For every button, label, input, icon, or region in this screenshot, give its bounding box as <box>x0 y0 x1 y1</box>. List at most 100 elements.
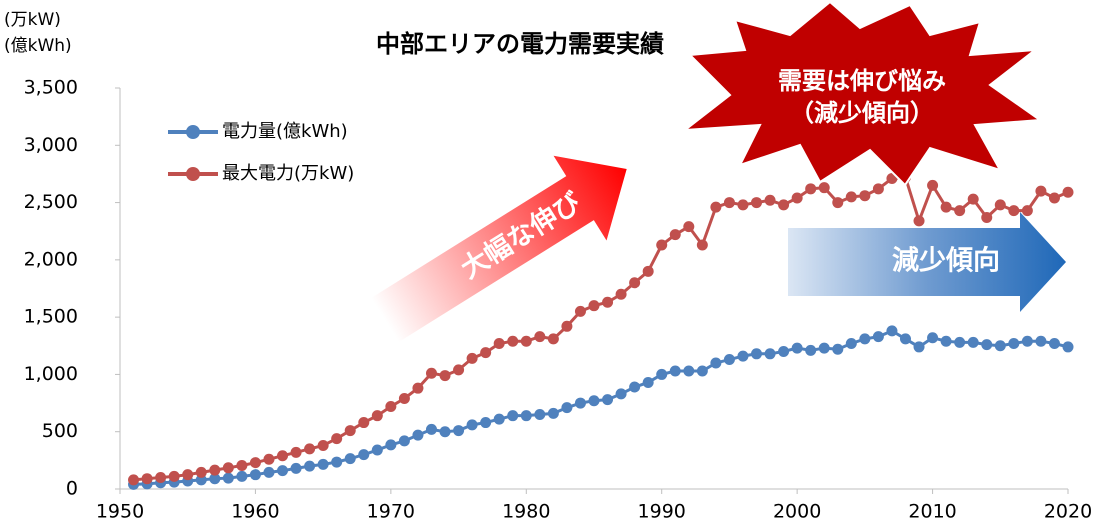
point <box>344 425 356 437</box>
point <box>778 346 790 358</box>
point <box>764 194 776 206</box>
point <box>304 460 316 472</box>
point <box>751 348 763 360</box>
point <box>872 331 884 343</box>
point <box>371 410 383 422</box>
point <box>480 347 492 359</box>
point <box>209 464 221 476</box>
point <box>1008 205 1020 217</box>
point <box>710 357 722 369</box>
point <box>439 370 451 382</box>
point <box>249 469 261 481</box>
annotation: 需要は伸び悩み <box>778 67 946 95</box>
point <box>358 449 370 461</box>
point <box>466 352 478 364</box>
y-tick-label: 500 <box>42 420 78 442</box>
point <box>561 320 573 332</box>
point <box>507 410 519 422</box>
x-tick-label: 2000 <box>773 501 821 523</box>
point <box>195 466 207 478</box>
point <box>710 201 722 213</box>
point <box>398 392 410 404</box>
point <box>358 417 370 429</box>
point <box>574 305 586 317</box>
point <box>940 201 952 213</box>
y-tick-label: 3,500 <box>24 77 78 99</box>
point <box>696 365 708 377</box>
point <box>371 444 383 456</box>
point <box>182 469 194 481</box>
point <box>385 401 397 413</box>
point <box>656 368 668 380</box>
point <box>1048 337 1060 349</box>
point <box>683 221 695 233</box>
point <box>453 364 465 376</box>
point <box>872 183 884 195</box>
y-tick-label: 3,000 <box>24 134 78 156</box>
point <box>588 395 600 407</box>
point <box>425 367 437 379</box>
point <box>209 473 221 485</box>
y-tick-label: 2,000 <box>24 248 78 270</box>
point <box>222 472 234 484</box>
point <box>751 197 763 209</box>
point <box>805 183 817 195</box>
point <box>412 382 424 394</box>
point <box>845 337 857 349</box>
point <box>899 333 911 345</box>
point <box>778 199 790 211</box>
point <box>818 342 830 354</box>
point <box>331 433 343 445</box>
point <box>764 348 776 360</box>
point <box>940 335 952 347</box>
annotation: （減少傾向） <box>790 99 934 127</box>
point <box>561 402 573 414</box>
point <box>453 425 465 437</box>
y-tick-label: 1,500 <box>24 306 78 328</box>
point <box>859 333 871 345</box>
point <box>574 397 586 409</box>
point <box>507 335 519 347</box>
x-tick-label: 2020 <box>1044 501 1092 523</box>
point <box>493 337 505 349</box>
point <box>547 333 559 345</box>
point <box>344 453 356 465</box>
point <box>981 211 993 223</box>
point <box>615 288 627 300</box>
point <box>1062 341 1074 353</box>
burst: 需要は伸び悩み （減少傾向） <box>681 0 1043 187</box>
x-tick-label: 1980 <box>502 501 550 523</box>
point <box>683 365 695 377</box>
point <box>439 426 451 438</box>
point <box>737 199 749 211</box>
point <box>277 450 289 462</box>
point <box>642 376 654 388</box>
point <box>615 388 627 400</box>
point <box>249 457 261 469</box>
point <box>723 354 735 366</box>
x-tick-label: 2010 <box>908 501 956 523</box>
point <box>290 446 302 458</box>
point <box>290 462 302 474</box>
point <box>520 335 532 347</box>
point <box>696 239 708 251</box>
point <box>886 325 898 337</box>
point <box>588 300 600 312</box>
point <box>236 470 248 482</box>
point <box>128 474 140 486</box>
point <box>520 410 532 422</box>
point <box>832 197 844 209</box>
point <box>222 462 234 474</box>
legend-label: 最大電力(万kW) <box>222 163 354 184</box>
point <box>994 199 1006 211</box>
point <box>805 344 817 356</box>
point <box>981 339 993 351</box>
point <box>669 365 681 377</box>
point <box>466 419 478 431</box>
point <box>534 409 546 421</box>
point <box>425 423 437 435</box>
point <box>629 277 641 289</box>
point <box>480 417 492 429</box>
point <box>236 460 248 472</box>
